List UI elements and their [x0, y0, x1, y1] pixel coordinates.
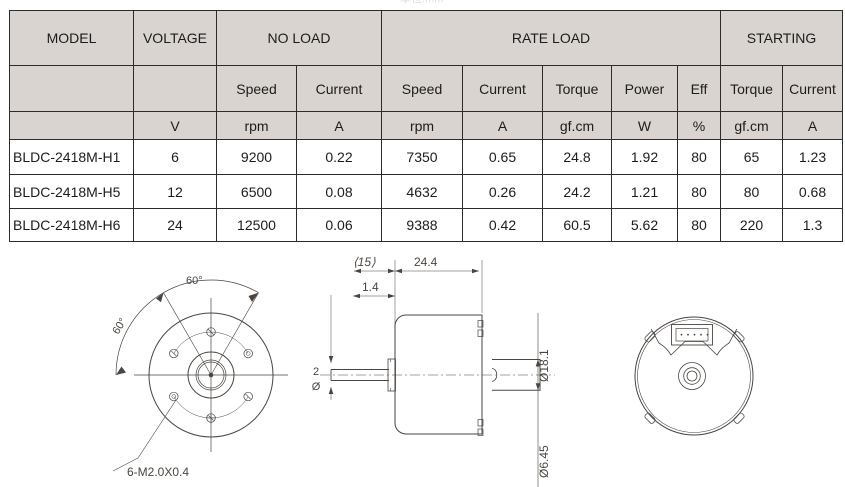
svg-text:24.4: 24.4: [414, 255, 438, 269]
svg-text:1.4: 1.4: [362, 280, 379, 294]
svg-text:6-M2.0X0.4: 6-M2.0X0.4: [127, 465, 189, 479]
svg-text:Ø18.1: Ø18.1: [537, 349, 551, 382]
svg-text:60°: 60°: [110, 316, 129, 336]
svg-text:2: 2: [313, 366, 319, 378]
svg-text:⟨15⟩: ⟨15⟩: [353, 255, 376, 269]
svg-text:Ø6.45: Ø6.45: [537, 445, 551, 478]
svg-text:60°: 60°: [186, 275, 203, 287]
svg-text:Ø: Ø: [312, 381, 321, 393]
svg-text:单位:mm: 单位:mm: [400, 0, 443, 5]
